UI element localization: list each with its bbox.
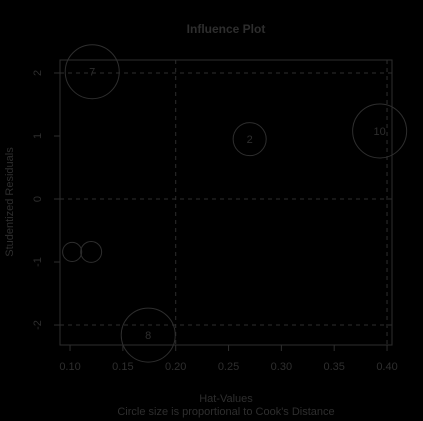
y-tick-label: 0 — [32, 196, 44, 202]
point-label: 7 — [89, 67, 95, 79]
x-tick-label: 0.15 — [112, 361, 133, 373]
chart-title: Influence Plot — [187, 22, 266, 36]
subtitle: Circle size is proportional to Cook's Di… — [117, 406, 334, 418]
x-tick-label: 0.35 — [323, 361, 344, 373]
point-label: 10 — [374, 126, 386, 138]
plot-frame — [59, 59, 393, 346]
point — [232, 122, 267, 157]
y-tick-label: 2 — [32, 70, 44, 76]
x-tick-label: 0.10 — [59, 361, 80, 373]
x-tick-label: 0.25 — [218, 361, 239, 373]
x-tick-label: 0.40 — [376, 361, 397, 373]
point — [62, 241, 83, 262]
x-axis-label: Hat-Values — [199, 393, 253, 405]
x-tick-label: 0.30 — [271, 361, 292, 373]
y-tick-label: -1 — [32, 257, 44, 267]
point-label: 8 — [145, 330, 151, 342]
point — [80, 240, 103, 263]
point — [64, 44, 120, 100]
point — [352, 103, 408, 159]
point-label: 2 — [247, 134, 253, 146]
x-tick-label: 0.20 — [165, 361, 186, 373]
y-tick-label: 1 — [32, 133, 44, 139]
y-tick-label: -2 — [32, 320, 44, 330]
point — [120, 307, 176, 363]
y-axis-label: Studentized Residuals — [4, 147, 16, 257]
